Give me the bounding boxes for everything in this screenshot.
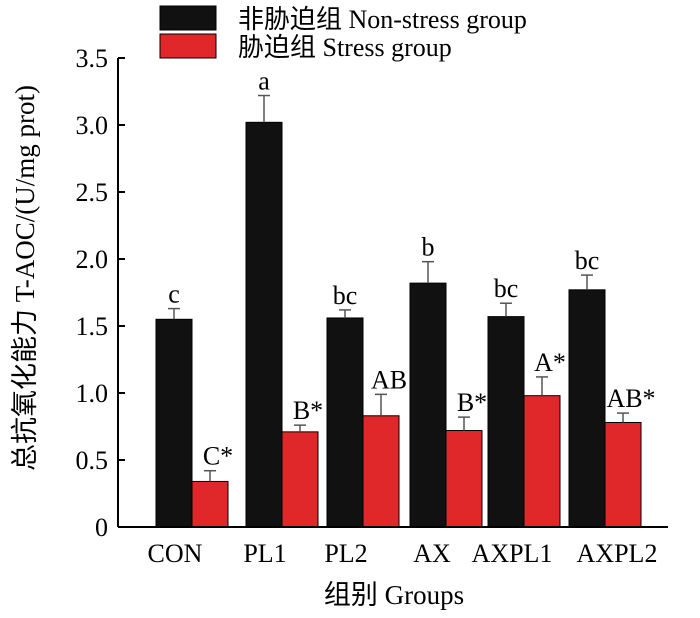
significance-label: B* bbox=[293, 396, 323, 425]
significance-label: bc bbox=[494, 274, 519, 303]
bar bbox=[568, 289, 606, 528]
x-tick-label: AXPL2 bbox=[577, 539, 658, 568]
x-axis-title: 组别 Groups bbox=[324, 580, 464, 610]
bar bbox=[604, 421, 642, 528]
x-tick-label: AX bbox=[413, 539, 451, 568]
significance-label: AB bbox=[371, 365, 407, 394]
legend-swatch bbox=[159, 33, 217, 59]
x-axis: CON PL1 PL2 AX AXPL1 AXPL2 bbox=[118, 526, 668, 568]
x-tick-label: PL1 bbox=[243, 539, 286, 568]
y-tick-label: 0.5 bbox=[76, 446, 109, 475]
plot-area: c a bc b bc bc C* B* AB B* A* AB* bbox=[155, 67, 656, 528]
significance-label: B* bbox=[457, 388, 487, 417]
x-tick-label: CON bbox=[148, 539, 203, 568]
significance-label: AB* bbox=[606, 384, 655, 413]
bar bbox=[155, 318, 193, 528]
significance-label: c bbox=[168, 280, 180, 309]
legend-label: 非胁迫组 Non-stress group bbox=[238, 5, 527, 34]
bar bbox=[445, 430, 483, 528]
bar bbox=[523, 395, 561, 528]
bar bbox=[362, 415, 400, 528]
legend-swatch bbox=[159, 5, 217, 31]
significance-label: bc bbox=[575, 246, 600, 275]
significance-label: a bbox=[258, 67, 270, 96]
y-tick-label: 2.5 bbox=[76, 178, 109, 207]
y-tick-label: 1.5 bbox=[76, 312, 109, 341]
y-axis-title: 总抗氧化能力 T-AOC/(U/mg prot) bbox=[10, 85, 40, 471]
significance-label: C* bbox=[203, 442, 233, 471]
significance-label: b bbox=[422, 233, 435, 262]
bar bbox=[245, 121, 283, 528]
x-tick-label: AXPL1 bbox=[472, 539, 553, 568]
bar bbox=[191, 480, 229, 528]
y-tick-label: 2.0 bbox=[76, 245, 109, 274]
x-tick-label: PL2 bbox=[324, 539, 367, 568]
y-tick-label: 1.0 bbox=[76, 379, 109, 408]
y-axis: 0 0.5 1.0 1.5 2.0 2.5 3.0 3.5 bbox=[76, 44, 125, 542]
significance-label: bc bbox=[333, 281, 358, 310]
bar bbox=[409, 282, 447, 528]
y-tick-label: 3.0 bbox=[76, 111, 109, 140]
bar bbox=[487, 316, 525, 528]
legend-label: 胁迫组 Stress group bbox=[238, 33, 452, 62]
y-tick-label: 0 bbox=[95, 513, 108, 542]
bar bbox=[281, 431, 319, 528]
bar bbox=[326, 317, 364, 528]
significance-label: A* bbox=[534, 348, 566, 377]
y-tick-label: 3.5 bbox=[76, 44, 109, 73]
